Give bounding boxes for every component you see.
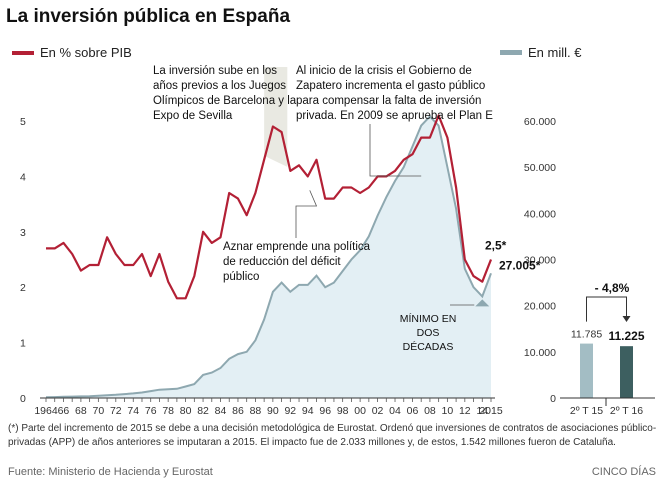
bar-1 bbox=[580, 343, 593, 398]
x-tick-label: 66 bbox=[58, 405, 70, 417]
legend-pib-swatch bbox=[12, 50, 34, 55]
x-tick-label: 76 bbox=[145, 405, 157, 417]
x-tick-label: 96 bbox=[319, 405, 331, 417]
x-tick-label: 2015 bbox=[479, 405, 503, 417]
leader-crisis bbox=[369, 124, 422, 177]
y-right-tick-label: 30.000 bbox=[524, 255, 556, 267]
x-tick-label: 1964 bbox=[34, 405, 58, 417]
change-label: - 4,8% bbox=[595, 281, 630, 295]
label-pib-2015: 2,5* bbox=[485, 239, 507, 253]
y-right-tick-label: 20.000 bbox=[524, 301, 556, 313]
x-tick-label: 12 bbox=[459, 405, 471, 417]
legend-pib: En % sobre PIB bbox=[12, 45, 132, 60]
x-tick-label: 78 bbox=[162, 405, 174, 417]
change-bracket bbox=[586, 296, 627, 322]
x-tick-label: 14 bbox=[476, 405, 488, 417]
x-tick-label: 84 bbox=[215, 405, 227, 417]
leader-aznar bbox=[295, 190, 318, 238]
y-right-tick-label: 60.000 bbox=[524, 116, 556, 128]
x-tick-label: 68 bbox=[75, 405, 87, 417]
label-eur-2015: 27.005* bbox=[499, 258, 541, 272]
y-right-tick-label: 10.000 bbox=[524, 347, 556, 359]
x-tick-label: 06 bbox=[407, 405, 419, 417]
legend-eur: En mill. € bbox=[500, 45, 581, 60]
y-right-tick-label: 0 bbox=[550, 393, 556, 405]
legend-eur-label: En mill. € bbox=[528, 45, 582, 60]
annotation-olympics: La inversión sube en los años previos a … bbox=[153, 65, 297, 122]
x-tick-label: 80 bbox=[180, 405, 192, 417]
bar-2 bbox=[620, 346, 633, 398]
y-right-tick-label: 50.000 bbox=[524, 162, 556, 174]
annotation-crisis: Al inicio de la crisis el Gobierno de Za… bbox=[296, 65, 493, 122]
y-left-tick-label: 1 bbox=[20, 338, 26, 350]
x-tick-label: 88 bbox=[250, 405, 262, 417]
y-left-tick-label: 4 bbox=[20, 171, 26, 183]
y-left-tick-label: 0 bbox=[20, 393, 26, 405]
source-note: Fuente: Ministerio de Hacienda y Eurosta… bbox=[8, 466, 213, 478]
bar-category-label-2: 2º T 16 bbox=[610, 405, 643, 417]
x-tick-label: 04 bbox=[389, 405, 401, 417]
annotation-aznar: Aznar emprende una política de reducción… bbox=[223, 241, 371, 283]
x-tick-label: 92 bbox=[284, 405, 296, 417]
bar-category-label-1: 2º T 15 bbox=[570, 405, 603, 417]
x-tick-label: 90 bbox=[267, 405, 279, 417]
x-tick-label: 98 bbox=[337, 405, 349, 417]
y-left-tick-label: 2 bbox=[20, 282, 26, 294]
x-tick-label: 94 bbox=[302, 405, 314, 417]
x-tick-label: 82 bbox=[197, 405, 209, 417]
page-title: La inversión pública en España bbox=[6, 6, 291, 27]
bar-value-label-2: 11.225 bbox=[608, 329, 644, 343]
minimum-marker bbox=[475, 299, 490, 307]
series-pib-line bbox=[46, 114, 493, 300]
legend-pib-label: En % sobre PIB bbox=[40, 45, 132, 60]
x-tick-label: 10 bbox=[442, 405, 454, 417]
change-arrow bbox=[622, 316, 631, 322]
x-tick-label: 86 bbox=[232, 405, 244, 417]
legend-eur-swatch bbox=[500, 50, 522, 55]
x-tick-label: 70 bbox=[93, 405, 105, 417]
series-eur-area bbox=[46, 116, 491, 399]
x-tick-label: 72 bbox=[110, 405, 122, 417]
bar-value-label-1: 11.785 bbox=[571, 329, 602, 341]
brand-credit: CINCO DÍAS bbox=[591, 466, 656, 478]
y-right-tick-label: 40.000 bbox=[524, 208, 556, 220]
series-eur-line bbox=[45, 114, 492, 399]
x-tick-label: 02 bbox=[372, 405, 384, 417]
annotation-minimum: MÍNIMO EN DOS DÉCADAS bbox=[399, 313, 457, 353]
x-tick-label: 08 bbox=[424, 405, 436, 417]
y-left-tick-label: 5 bbox=[20, 116, 26, 128]
x-tick-label: 00 bbox=[354, 405, 366, 417]
x-tick-label: 74 bbox=[127, 405, 139, 417]
footnote: (*) Parte del incremento de 2015 se debe… bbox=[8, 423, 657, 448]
y-left-tick-label: 3 bbox=[20, 227, 26, 239]
